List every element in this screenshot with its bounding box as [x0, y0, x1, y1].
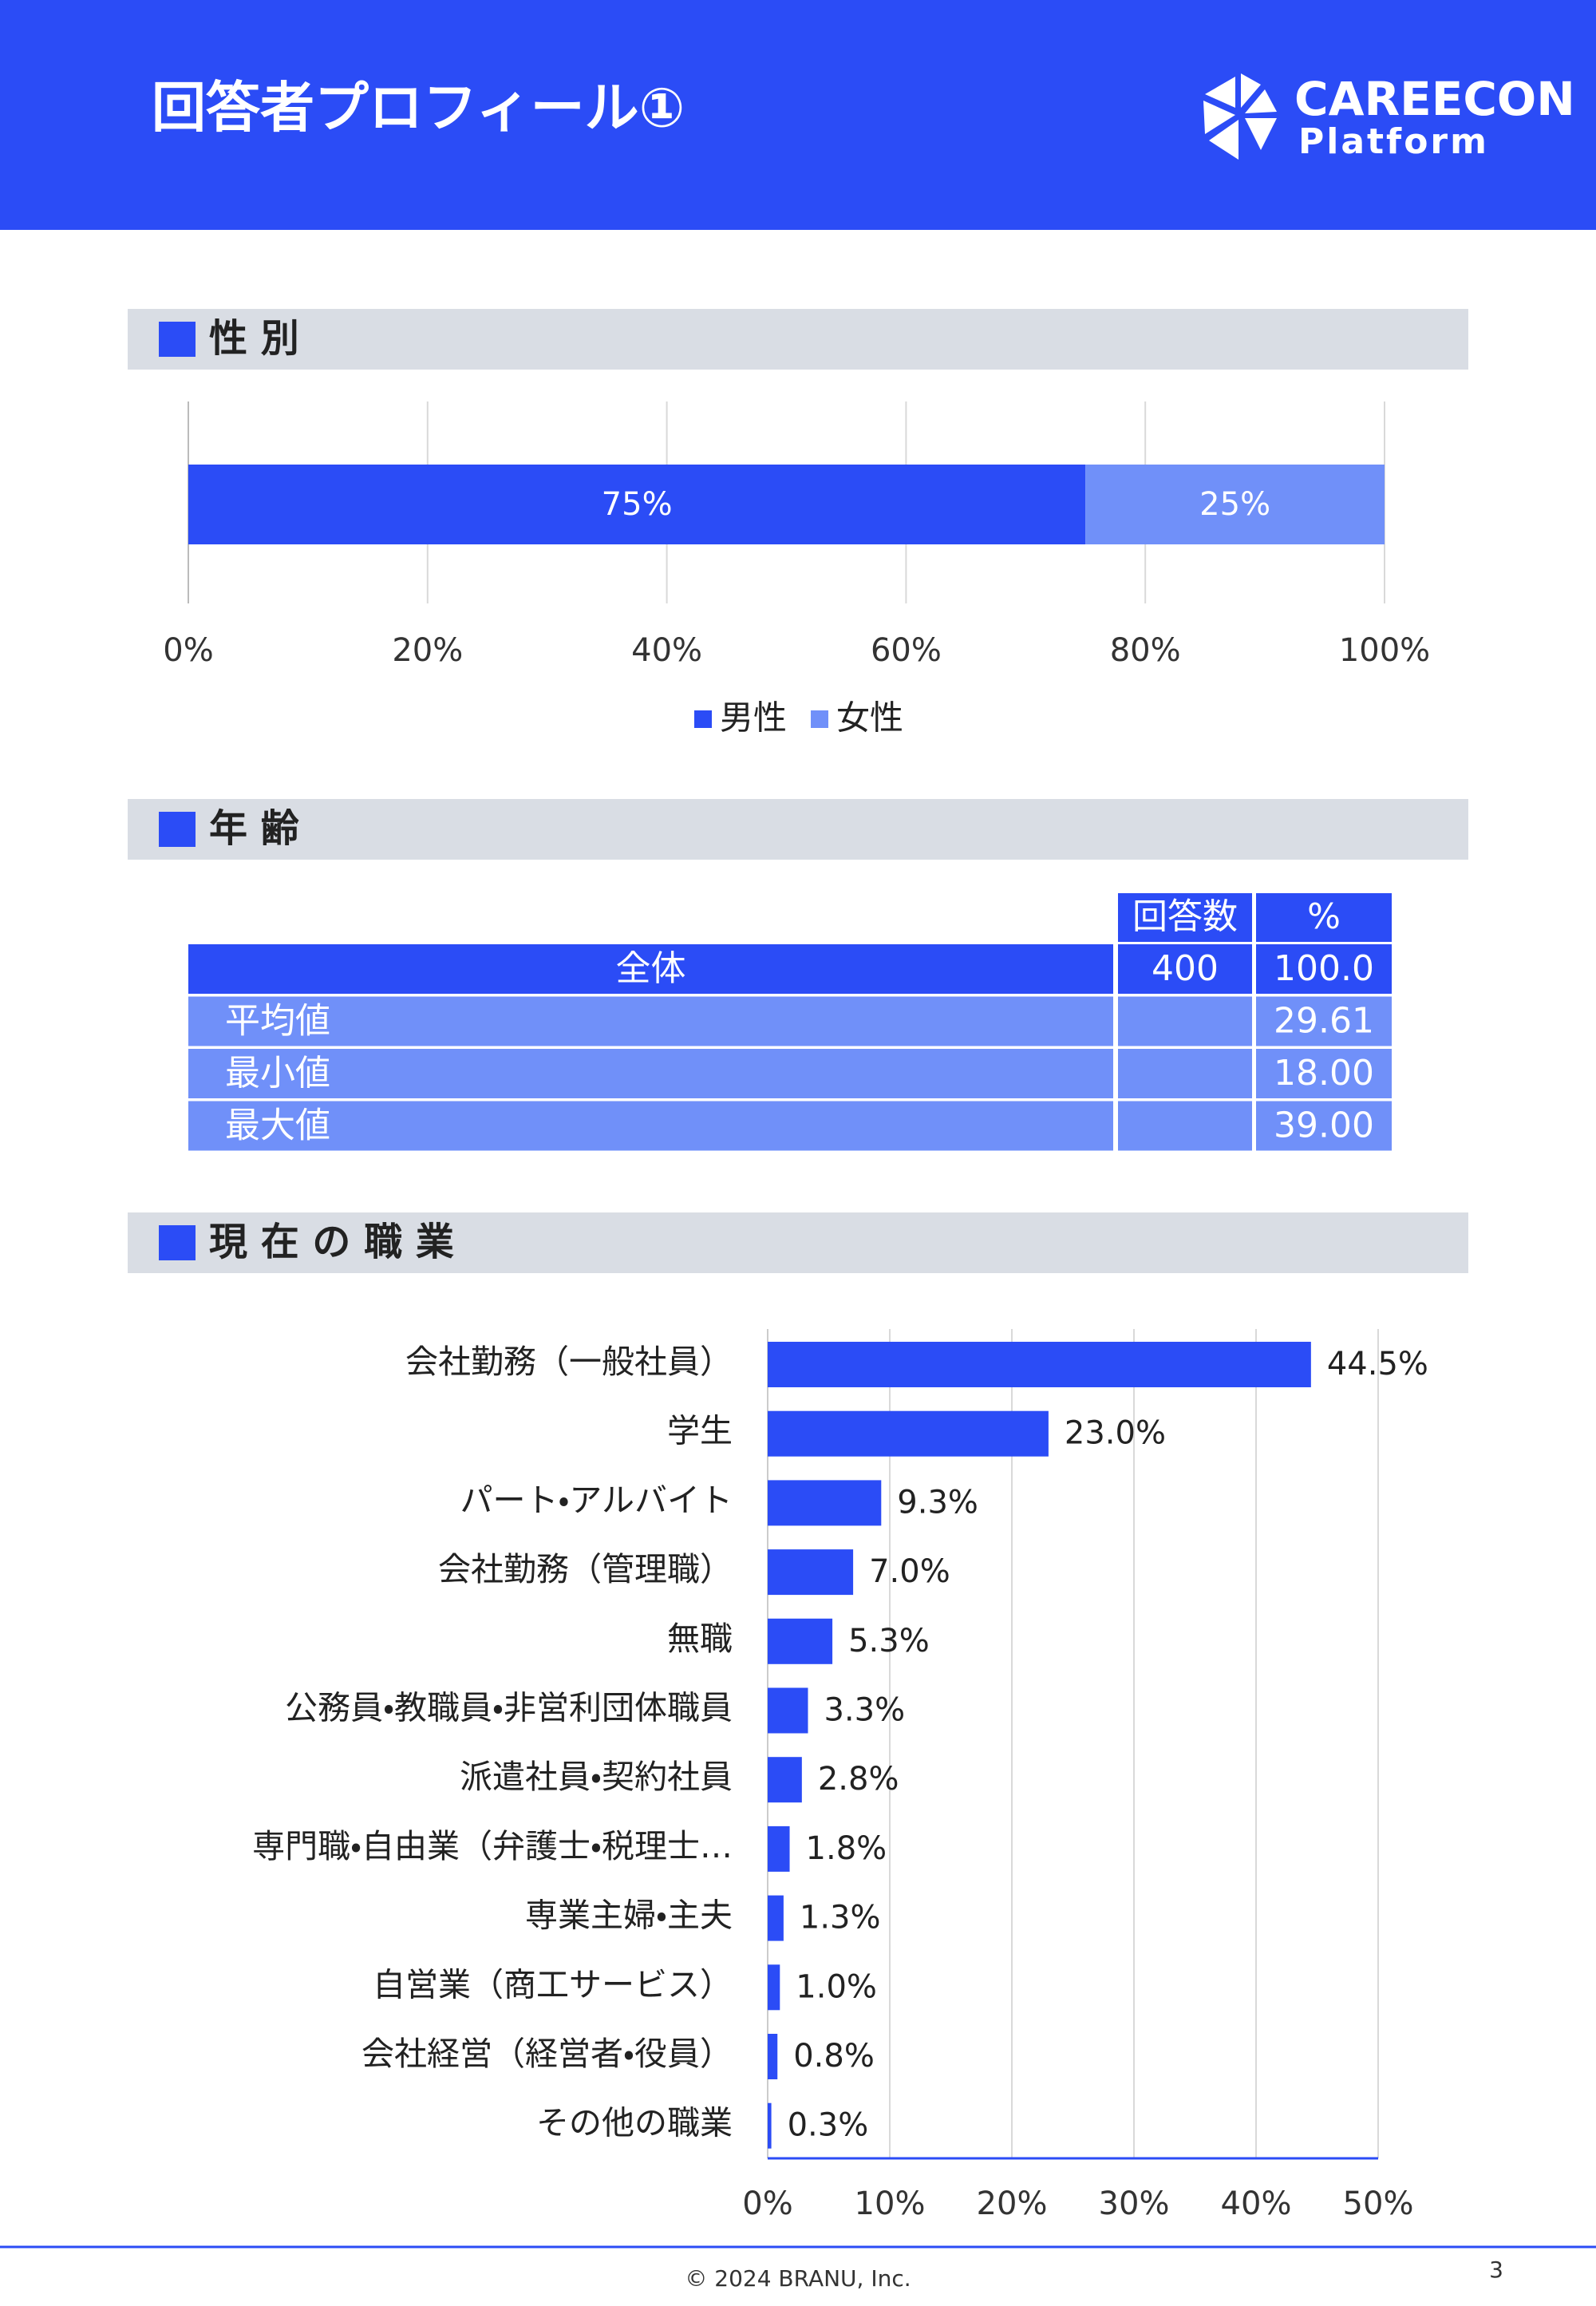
page-number: 3: [1489, 2257, 1503, 2283]
x-tick-label: 80%: [1110, 632, 1181, 669]
legend-swatch: [694, 710, 712, 728]
value-label: 7.0%: [869, 1553, 950, 1590]
value-label: 1.8%: [806, 1830, 887, 1867]
x-tick-label: 0%: [163, 632, 213, 669]
table-cell: [1118, 996, 1252, 1046]
section-band: [128, 1212, 1468, 1273]
page-title: 回答者プロフィール①: [152, 77, 685, 140]
row-label: 最小値: [225, 1053, 330, 1094]
bar: [768, 1895, 784, 1941]
section-title: 年 齢: [209, 806, 299, 851]
x-tick-label: 40%: [631, 632, 702, 669]
x-tick-label: 30%: [1099, 2185, 1170, 2222]
x-tick-label: 10%: [855, 2185, 926, 2222]
value-label: 0.3%: [788, 2107, 869, 2144]
legend-label: 女性: [836, 698, 903, 738]
bar: [768, 1687, 808, 1734]
value-label: 2.8%: [818, 1761, 899, 1798]
category-label: 自営業（商工サービス）: [373, 1965, 733, 2003]
table-cell: [188, 944, 1113, 994]
bar: [768, 1618, 833, 1664]
row-label: 最大値: [225, 1106, 330, 1146]
section-title: 性 別: [209, 316, 299, 361]
section-marker: [159, 322, 196, 357]
bar: [768, 1964, 780, 2011]
bar: [768, 1825, 790, 1872]
x-tick-label: 40%: [1221, 2185, 1292, 2222]
category-label: 会社勤務（一般社員）: [405, 1343, 733, 1381]
table-cell: [1256, 944, 1392, 994]
table-cell: [188, 1049, 1113, 1098]
x-tick-label: 60%: [871, 632, 942, 669]
cell-pct: 100.0: [1274, 948, 1374, 989]
x-tick-label: 100%: [1339, 632, 1430, 669]
category-label: 公務員・教職員・非営利団体職員: [285, 1689, 733, 1727]
category-label: 会社経営（経営者・役員）: [361, 2035, 733, 2073]
cell-count: 400: [1152, 948, 1219, 989]
value-label: 1.3%: [800, 1900, 881, 1936]
table-cell: [1256, 1101, 1392, 1151]
bar: [768, 1757, 802, 1803]
table-header: %: [1307, 896, 1341, 937]
value-label: 23.0%: [1065, 1415, 1166, 1452]
value-label: 3.3%: [824, 1692, 905, 1729]
value-label: 1.0%: [796, 1968, 877, 2005]
category-label: 派遣社員・契約社員: [460, 1758, 733, 1796]
bar: [768, 2102, 772, 2149]
section-marker: [159, 1225, 196, 1260]
value-label: 9.3%: [897, 1484, 978, 1521]
x-tick-label: 20%: [977, 2185, 1048, 2222]
value-label: 0.8%: [793, 2038, 875, 2075]
bar: [768, 1549, 854, 1596]
row-label: 平均値: [225, 1001, 330, 1042]
table-header: 回答数: [1132, 896, 1238, 937]
cell-pct: 18.00: [1274, 1053, 1374, 1094]
header-band: [0, 0, 1596, 230]
table-header-cell: [1118, 893, 1252, 942]
logo-icon: [1203, 73, 1277, 160]
table-cell: [1256, 996, 1392, 1046]
category-label: その他の職業: [536, 2104, 733, 2142]
section-marker: [159, 812, 196, 847]
legend-label: 男性: [720, 698, 787, 738]
bar-segment: [1085, 465, 1385, 544]
bar: [768, 1410, 1049, 1457]
row-label: 全体: [616, 948, 686, 989]
table-cell: [1118, 944, 1252, 994]
section-band: [128, 309, 1468, 370]
table-cell: [188, 996, 1113, 1046]
section-title: 現 在 の 職 業: [209, 1220, 454, 1264]
copyright: © 2024 BRANU, Inc.: [685, 2265, 911, 2292]
section-band: [128, 799, 1468, 860]
category-label: 無職: [667, 1620, 733, 1658]
table-cell: [1118, 1101, 1252, 1151]
category-label: パート・アルバイト: [460, 1481, 733, 1519]
x-tick-label: 0%: [742, 2185, 792, 2222]
logo-subtext: Platform: [1298, 121, 1489, 162]
bar: [768, 1342, 1311, 1387]
category-label: 専門職・自由業（弁護士・税理士…: [252, 1827, 733, 1865]
category-label: 学生: [667, 1412, 733, 1450]
bar-segment: [188, 465, 1086, 544]
category-label: 専業主婦・主夫: [525, 1897, 733, 1935]
x-tick-label: 20%: [392, 632, 463, 669]
table-header-cell: [1256, 893, 1392, 942]
bar: [768, 2034, 778, 2079]
table-cell: [1256, 1049, 1392, 1098]
bar: [768, 1480, 882, 1526]
value-label: 5.3%: [848, 1623, 930, 1659]
value-label: 44.5%: [1327, 1346, 1428, 1382]
table-cell: [188, 1101, 1113, 1151]
value-label: 25%: [1199, 486, 1270, 523]
logo-text: CAREECON: [1294, 72, 1575, 126]
x-tick-label: 50%: [1343, 2185, 1414, 2222]
legend-swatch: [811, 710, 829, 728]
table-cell: [1118, 1049, 1252, 1098]
value-label: 75%: [602, 486, 673, 523]
cell-pct: 39.00: [1274, 1106, 1374, 1146]
category-label: 会社勤務（管理職）: [438, 1550, 733, 1588]
cell-pct: 29.61: [1274, 1001, 1374, 1042]
